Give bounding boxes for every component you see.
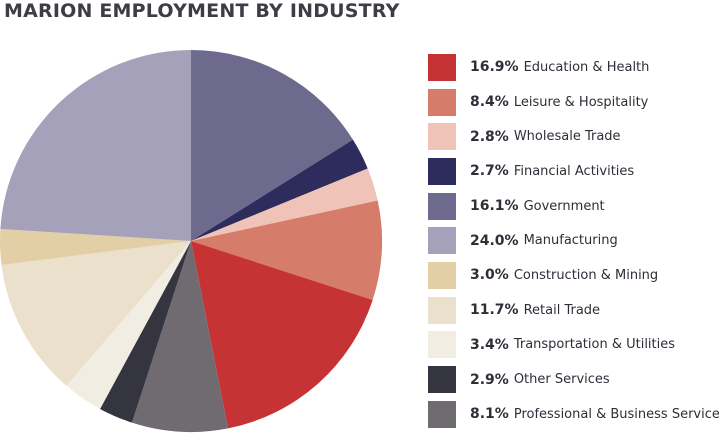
legend-percent: 24.0%: [470, 232, 519, 249]
legend-label: Transportation & Utilities: [513, 337, 676, 353]
legend-percent: 3.4%: [470, 336, 509, 353]
pie-slice-transportation-and-utilities: [66, 241, 191, 409]
legend-swatch: [428, 366, 456, 394]
legend-label: Retail Trade: [523, 302, 601, 318]
legend-percent: 11.7%: [470, 302, 519, 319]
legend-percent: 2.8%: [470, 128, 509, 145]
legend-percent: 16.1%: [470, 198, 519, 215]
legend-swatch: [428, 296, 456, 324]
legend-swatch: [428, 400, 456, 428]
legend-swatch: [428, 227, 456, 255]
pie-slice-construction-and-mining: [0, 229, 192, 265]
legend-item-professional-and-business-services: 8.1% Professional & Business Services: [428, 397, 719, 432]
pie-slice-education-and-health: [191, 241, 373, 429]
legend-swatch: [428, 123, 456, 151]
pie-slice-leisure-and-hospitality: [191, 200, 382, 301]
legend-percent: 2.9%: [470, 371, 509, 388]
legend-item-retail-trade: 11.7% Retail Trade: [428, 293, 719, 328]
pie-slice-manufacturing: [0, 50, 191, 241]
legend-label: Wholesale Trade: [513, 129, 621, 145]
legend-swatch: [428, 192, 456, 220]
legend-label: Government: [523, 198, 605, 214]
pie-slice-retail-trade: [1, 241, 192, 386]
pie-slice-financial-activities: [191, 139, 368, 241]
pie-slice-other-services: [100, 241, 191, 423]
legend-item-financial-activities: 2.7% Financial Activities: [428, 154, 719, 189]
legend-item-leisure-and-hospitality: 8.4% Leisure & Hospitality: [428, 85, 719, 120]
legend-swatch: [428, 331, 456, 359]
legend-label: Leisure & Hospitality: [513, 94, 649, 110]
pie-chart: [0, 50, 382, 433]
pie-slice-government: [191, 50, 353, 241]
legend-item-construction-and-mining: 3.0% Construction & Mining: [428, 258, 719, 293]
legend-percent: 3.0%: [470, 267, 509, 284]
pie-slice-wholesale-trade: [191, 168, 378, 241]
legend-label: Education & Health: [523, 59, 650, 75]
legend-item-manufacturing: 24.0% Manufacturing: [428, 223, 719, 258]
legend-item-wholesale-trade: 2.8% Wholesale Trade: [428, 119, 719, 154]
legend-item-transportation-and-utilities: 3.4% Transportation & Utilities: [428, 328, 719, 363]
pie-slice-professional-and-business-services: [131, 241, 228, 433]
legend-swatch: [428, 88, 456, 116]
legend-swatch: [428, 261, 456, 289]
legend-label: Other Services: [513, 372, 610, 388]
legend-label: Professional & Business Services: [513, 406, 719, 422]
legend-label: Financial Activities: [513, 163, 635, 179]
legend-percent: 8.1%: [470, 406, 509, 423]
legend-swatch: [428, 53, 456, 81]
legend-label: Manufacturing: [523, 233, 618, 249]
legend-percent: 8.4%: [470, 94, 509, 111]
chart-title: MARION EMPLOYMENT BY INDUSTRY: [4, 0, 400, 22]
legend-item-government: 16.1% Government: [428, 189, 719, 224]
legend-percent: 2.7%: [470, 163, 509, 180]
legend-item-other-services: 2.9% Other Services: [428, 362, 719, 397]
legend-item-education-and-health: 16.9% Education & Health: [428, 50, 719, 85]
legend-label: Construction & Mining: [513, 267, 659, 283]
legend-percent: 16.9%: [470, 59, 519, 76]
legend-swatch: [428, 157, 456, 185]
chart-legend: 16.9% Education & Health 8.4% Leisure & Hos…: [428, 50, 719, 432]
